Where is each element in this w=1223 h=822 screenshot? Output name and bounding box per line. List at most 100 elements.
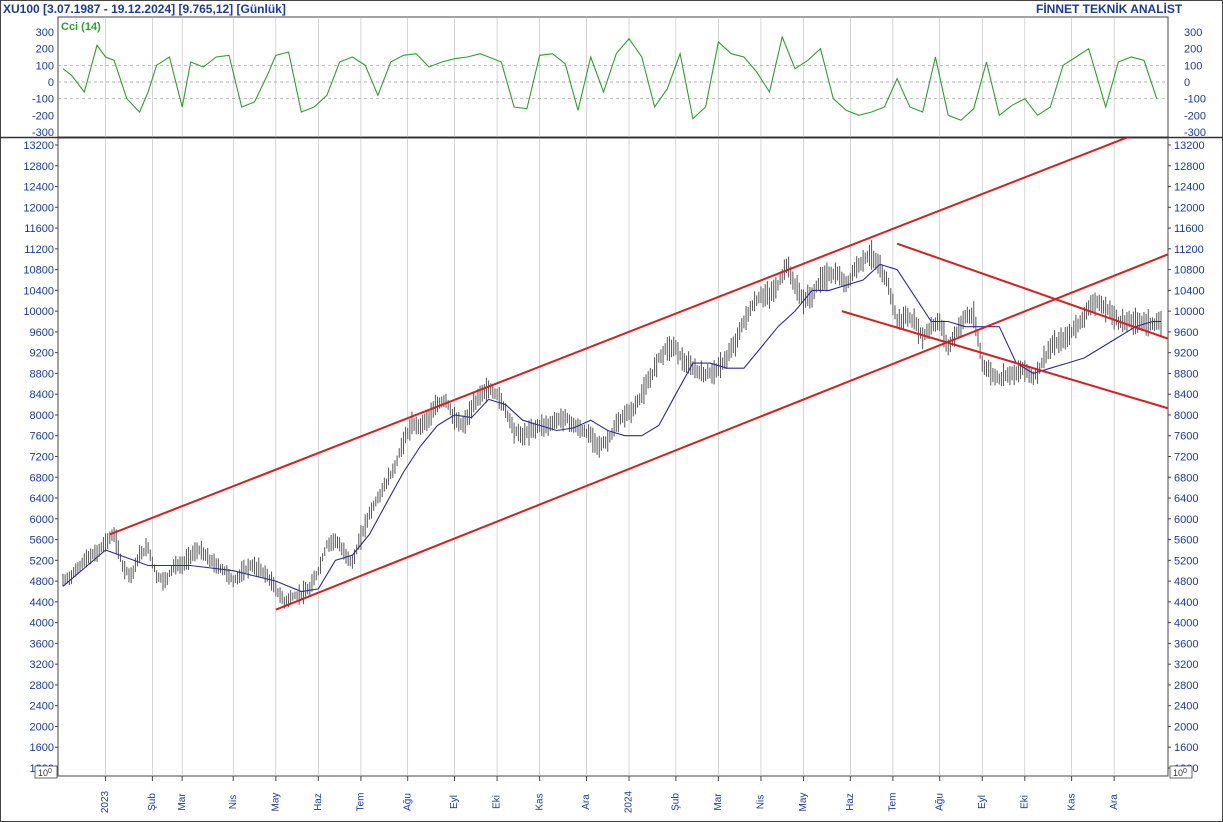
price-y-tick-label-left: 6800 [30, 472, 54, 484]
price-y-tick-label-left: 4800 [30, 576, 54, 588]
x-axis-month-label: May [798, 793, 809, 812]
cci-y-tick-label-left: -100 [32, 94, 54, 106]
x-axis-month-label: Kas [1066, 793, 1077, 810]
price-y-tick-label-left: 10800 [23, 265, 54, 277]
cci-y-tick-label-right: 200 [1184, 44, 1202, 56]
x-axis-month-label: May [270, 793, 281, 812]
cci-y-tick-label-left: 300 [36, 27, 54, 39]
x-axis-month-label: Mar [713, 793, 724, 811]
price-y-tick-label-right: 8000 [1174, 410, 1198, 422]
x-axis-month-label: Nis [228, 795, 239, 809]
price-y-tick-label-left: 11200 [24, 244, 54, 256]
price-y-tick-label-right: 4800 [1174, 576, 1198, 588]
price-y-tick-label-right: 8400 [1174, 389, 1198, 401]
price-y-tick-label-left: 2000 [30, 721, 54, 733]
x-axis-month-label: Kas [534, 793, 545, 810]
x-axis-month-label: Ağu [934, 793, 945, 811]
x-axis-month-label: Haz [845, 793, 856, 811]
x-axis-month-label: Nis [756, 795, 767, 809]
price-y-tick-label-left: 12000 [23, 202, 54, 214]
scale-label: 100 [38, 768, 52, 778]
trend-lines [109, 138, 1168, 611]
price-y-tick-label-left: 13200 [23, 140, 54, 152]
price-panel-border [57, 137, 1169, 777]
price-y-tick-label-left: 9200 [30, 348, 54, 360]
price-y-tick-label-right: 6800 [1174, 472, 1198, 484]
price-y-tick-label-right: 5200 [1174, 555, 1198, 567]
price-y-tick-label-left: 6000 [30, 514, 54, 526]
price-y-tick-label-left: 7200 [30, 452, 54, 464]
price-y-tick-label-left: 5200 [30, 555, 54, 567]
cci-y-tick-label-right: 100 [1184, 60, 1202, 72]
price-y-tick-label-right: 4000 [1174, 618, 1198, 630]
cci-legend: Cci (14) [61, 21, 101, 33]
scale-box [1169, 765, 1193, 779]
price-y-tick-label-left: 11600 [24, 223, 54, 235]
x-axis-month-label: Eyl [449, 795, 460, 809]
price-bars [62, 239, 1162, 609]
price-y-tick-label-left: 3600 [30, 638, 54, 650]
x-axis-month-label: Ağu [402, 793, 413, 811]
x-axis-month-label: Ara [581, 794, 592, 810]
price-y-tick-label-left: 1600 [30, 742, 54, 754]
price-y-tick-label-right: 7200 [1174, 452, 1198, 464]
price-y-tick-label-right: 12000 [1174, 202, 1205, 214]
x-axis-month-label: Eki [1019, 795, 1030, 809]
x-axis-month-label: Eki [492, 795, 503, 809]
scale-label: 100 [1173, 768, 1187, 778]
price-y-tick-label-right: 1600 [1174, 742, 1198, 754]
trend-line [841, 310, 1168, 410]
price-y-tick-label-left: 4400 [30, 597, 54, 609]
scale-box [34, 765, 58, 779]
price-y-tick-label-left: 8400 [30, 389, 54, 401]
price-y-tick-label-left: 9600 [30, 327, 54, 339]
price-y-tick-label-left: 10400 [23, 285, 54, 297]
cci-y-tick-label-left: 0 [48, 77, 54, 89]
price-y-tick-label-left: 7600 [30, 431, 54, 443]
x-axis-month-label: Eyl [977, 795, 988, 809]
cci-y-tick-label-left: -200 [32, 110, 54, 122]
cci-y-tick-label-left: -300 [32, 127, 54, 139]
trend-line [109, 138, 1129, 536]
x-axis-month-label: Tem [356, 793, 367, 812]
price-y-tick-label-right: 5600 [1174, 535, 1198, 547]
cci-y-tick-label-right: -300 [1184, 127, 1206, 139]
price-y-tick-label-right: 2400 [1174, 701, 1198, 713]
price-y-tick-label-right: 6400 [1174, 493, 1198, 505]
price-y-tick-label-left: 8800 [30, 368, 54, 380]
price-y-tick-label-right: 2800 [1174, 680, 1198, 692]
price-y-tick-label-right: 3600 [1174, 638, 1198, 650]
chart-header-left: XU100 [3.07.1987 - 19.12.2024] [9.765,12… [3, 2, 286, 16]
price-y-tick-label-right: 12800 [1174, 161, 1205, 173]
price-y-tick-label-right: 10800 [1174, 265, 1205, 277]
x-axis-month-label: Şub [147, 793, 158, 811]
cci-y-tick-label-right: 0 [1184, 77, 1190, 89]
cci-panel-border [57, 16, 1169, 138]
trend-line [896, 242, 1168, 340]
price-y-tick-label-right: 6000 [1174, 514, 1198, 526]
price-y-tick-label-left: 2400 [30, 701, 54, 713]
chart-header-right: FİNNET TEKNİK ANALİST [1036, 2, 1183, 16]
price-y-tick-label-right: 3200 [1174, 659, 1198, 671]
price-y-tick-label-left: 5600 [30, 535, 54, 547]
cci-y-tick-label-right: 300 [1184, 27, 1202, 39]
price-y-tick-label-right: 7600 [1174, 431, 1198, 443]
price-y-tick-label-left: 12400 [23, 182, 54, 194]
cci-y-tick-label-left: 100 [36, 60, 54, 72]
x-axis-month-label: 2024 [624, 790, 635, 813]
price-y-tick-label-right: 11600 [1174, 223, 1204, 235]
cci-y-tick-label-right: -200 [1184, 110, 1206, 122]
price-y-tick-label-left: 2800 [30, 680, 54, 692]
price-y-tick-label-right: 12400 [1174, 182, 1205, 194]
price-y-tick-label-right: 10000 [1174, 306, 1205, 318]
cci-line [62, 35, 1158, 121]
trend-line [275, 253, 1168, 611]
moving-average-line [62, 263, 1161, 593]
price-y-tick-label-right: 10400 [1174, 285, 1205, 297]
x-axis-month-label: Haz [313, 793, 324, 811]
price-y-tick-label-left: 10000 [23, 306, 54, 318]
price-y-tick-label-right: 2000 [1174, 721, 1198, 733]
price-y-tick-label-right: 9600 [1174, 327, 1198, 339]
price-y-tick-label-left: 8000 [30, 410, 54, 422]
